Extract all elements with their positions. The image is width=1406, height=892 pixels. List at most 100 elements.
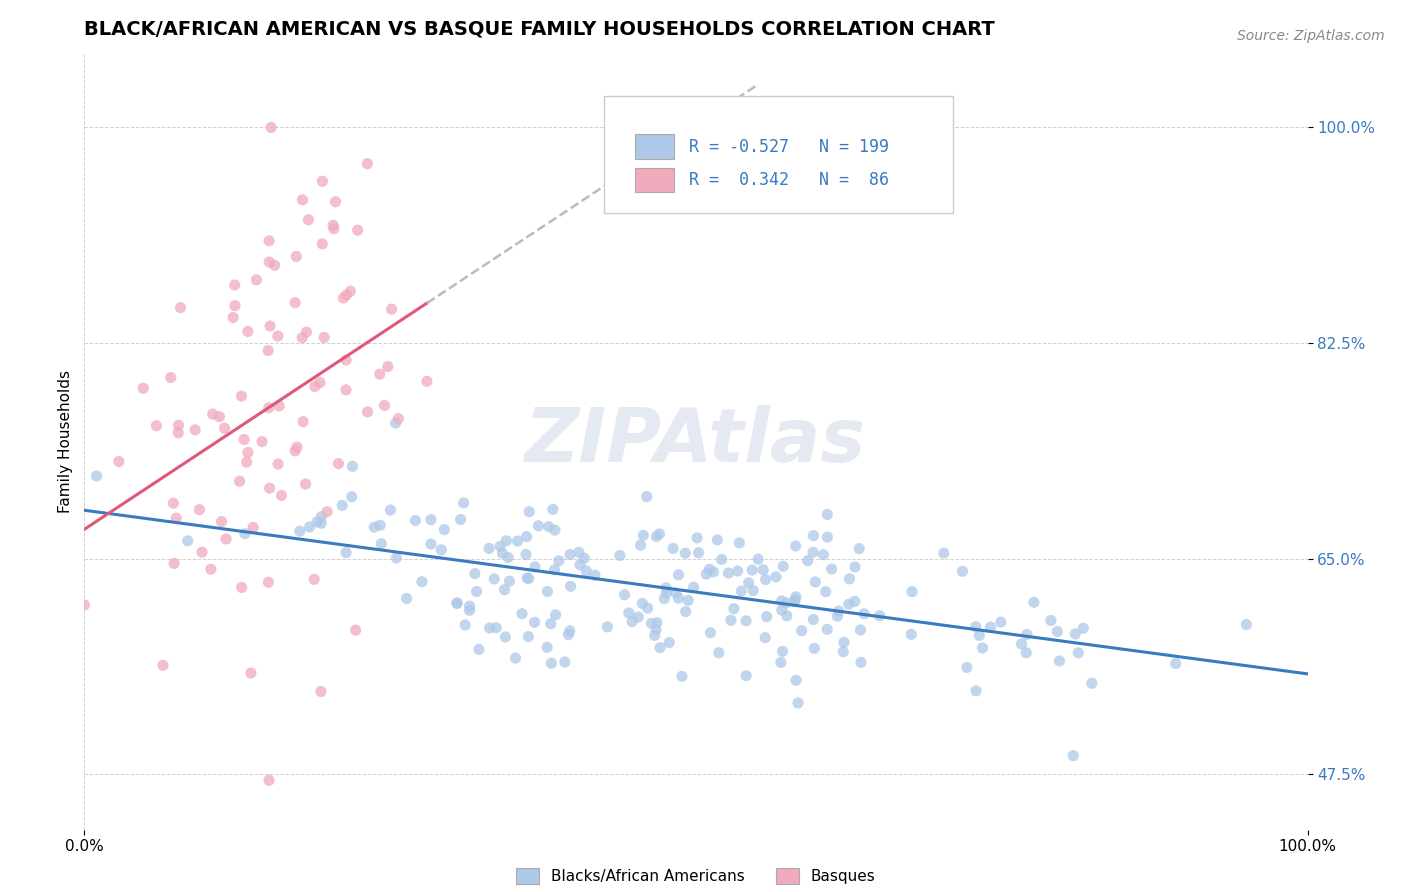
- Point: [785, 590, 807, 604]
- Point: [621, 615, 644, 629]
- Point: [765, 570, 787, 584]
- Point: [233, 433, 256, 447]
- Point: [385, 550, 408, 565]
- Point: [496, 550, 519, 565]
- Point: [332, 291, 354, 305]
- Point: [242, 520, 264, 534]
- Point: [363, 520, 385, 534]
- Point: [235, 455, 257, 469]
- Point: [671, 669, 693, 683]
- Point: [380, 503, 402, 517]
- Point: [269, 399, 291, 413]
- Point: [543, 563, 565, 577]
- Point: [723, 601, 745, 615]
- Point: [316, 505, 339, 519]
- Point: [506, 534, 529, 549]
- Point: [727, 564, 749, 578]
- Point: [309, 684, 332, 698]
- Point: [838, 597, 860, 611]
- Point: [295, 325, 318, 339]
- Point: [832, 645, 855, 659]
- Point: [710, 552, 733, 566]
- Point: [200, 562, 222, 576]
- Point: [188, 502, 211, 516]
- Point: [558, 624, 581, 638]
- Point: [769, 656, 792, 670]
- Point: [1062, 748, 1084, 763]
- Point: [191, 545, 214, 559]
- Point: [167, 418, 190, 433]
- Y-axis label: Family Households: Family Households: [58, 370, 73, 513]
- Point: [416, 374, 439, 388]
- Point: [755, 573, 778, 587]
- Point: [516, 530, 538, 544]
- Point: [505, 651, 527, 665]
- Point: [468, 642, 491, 657]
- Point: [311, 174, 333, 188]
- Point: [640, 616, 662, 631]
- Point: [288, 524, 311, 538]
- Point: [215, 532, 238, 546]
- Point: [717, 566, 740, 580]
- Point: [482, 572, 505, 586]
- Point: [257, 401, 280, 415]
- Point: [688, 546, 710, 560]
- Point: [260, 120, 283, 135]
- Point: [752, 563, 775, 577]
- Point: [776, 608, 799, 623]
- Point: [536, 584, 558, 599]
- Point: [224, 278, 246, 293]
- Point: [558, 548, 581, 562]
- Point: [322, 219, 344, 233]
- Point: [1164, 657, 1187, 671]
- Point: [285, 249, 308, 263]
- Point: [342, 459, 364, 474]
- Point: [675, 605, 697, 619]
- Point: [720, 613, 742, 627]
- Point: [560, 579, 582, 593]
- Point: [335, 383, 357, 397]
- Point: [446, 596, 468, 610]
- Point: [1071, 621, 1094, 635]
- Point: [735, 668, 758, 682]
- Point: [652, 591, 675, 606]
- Point: [728, 536, 751, 550]
- Point: [682, 580, 704, 594]
- Point: [617, 606, 640, 620]
- Point: [644, 628, 666, 642]
- Point: [285, 440, 308, 454]
- Point: [339, 284, 361, 298]
- Point: [231, 389, 253, 403]
- Point: [785, 673, 807, 688]
- Point: [458, 599, 481, 613]
- Point: [294, 477, 316, 491]
- Point: [165, 511, 187, 525]
- Point: [583, 568, 606, 582]
- Point: [849, 623, 872, 637]
- Point: [637, 601, 659, 615]
- Point: [377, 359, 399, 374]
- Point: [228, 475, 250, 489]
- Point: [132, 381, 155, 395]
- Point: [208, 409, 231, 424]
- Text: R = -0.527   N = 199: R = -0.527 N = 199: [689, 137, 889, 155]
- Point: [304, 379, 326, 393]
- Point: [1067, 646, 1090, 660]
- Point: [387, 411, 409, 425]
- Point: [972, 640, 994, 655]
- Point: [395, 591, 418, 606]
- Text: R =  0.342   N =  86: R = 0.342 N = 86: [689, 171, 889, 189]
- Point: [537, 519, 560, 533]
- Point: [430, 542, 453, 557]
- Point: [340, 490, 363, 504]
- Point: [668, 567, 690, 582]
- Point: [236, 445, 259, 459]
- Point: [662, 541, 685, 556]
- Legend: Blacks/African Americans, Basques: Blacks/African Americans, Basques: [509, 861, 883, 892]
- Point: [458, 603, 481, 617]
- Point: [184, 423, 207, 437]
- Point: [491, 546, 513, 560]
- Point: [783, 594, 806, 608]
- Point: [516, 571, 538, 585]
- Point: [702, 565, 724, 579]
